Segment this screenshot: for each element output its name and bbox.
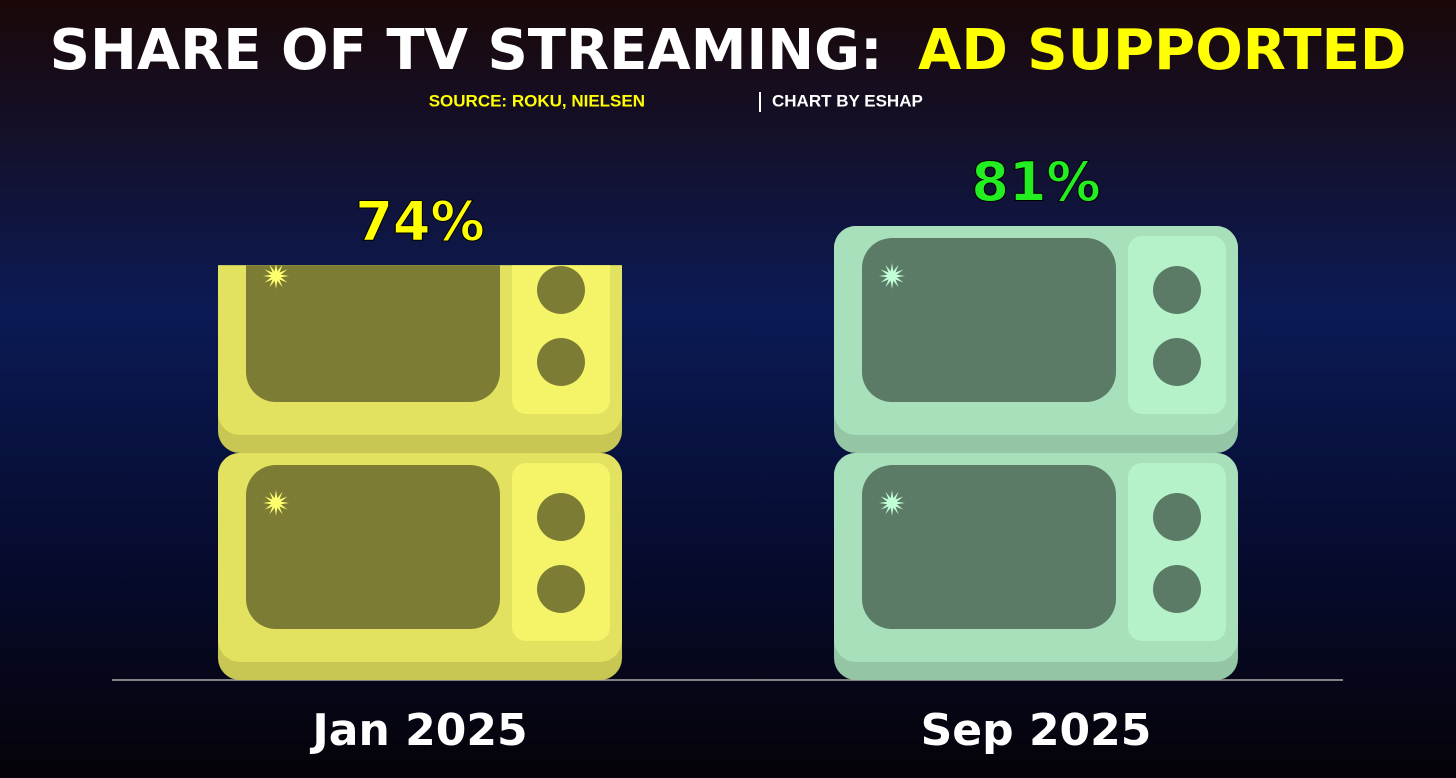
tv-knob <box>1153 565 1201 613</box>
credit: CHART BY ESHAP <box>772 91 923 110</box>
chart-title: SHARE OF TV STREAMING: AD SUPPORTED <box>50 18 1407 83</box>
tv-stack <box>218 265 622 680</box>
tv-sparkle <box>879 490 905 516</box>
value-label: 81% <box>971 151 1100 214</box>
value-label: 74% <box>355 190 484 253</box>
tv-sparkle <box>263 265 289 289</box>
bar <box>218 265 622 680</box>
tv-knob <box>1153 266 1201 314</box>
title-main: SHARE OF TV STREAMING: <box>50 18 883 83</box>
bar <box>834 226 1238 680</box>
tv-sparkle <box>263 490 289 516</box>
tv-knob <box>537 338 585 386</box>
tv-panel <box>1128 463 1226 641</box>
tv-knob <box>1153 338 1201 386</box>
tv-screen <box>862 238 1116 402</box>
tv-knob <box>537 565 585 613</box>
tv-screen <box>246 465 500 629</box>
tv-panel <box>1128 236 1226 414</box>
x-tick-label: Jan 2025 <box>309 705 527 756</box>
tv-knob <box>537 266 585 314</box>
title-highlight: AD SUPPORTED <box>918 18 1406 83</box>
tv-screen <box>862 465 1116 629</box>
tv-knob <box>1153 493 1201 541</box>
tv-stack <box>834 226 1238 680</box>
tv-screen <box>246 265 500 402</box>
x-tick-label: Sep 2025 <box>921 705 1152 756</box>
tv-panel <box>512 463 610 641</box>
tv-sparkle <box>879 263 905 289</box>
tv-knob <box>537 493 585 541</box>
source: SOURCE: ROKU, NIELSEN <box>429 91 645 110</box>
